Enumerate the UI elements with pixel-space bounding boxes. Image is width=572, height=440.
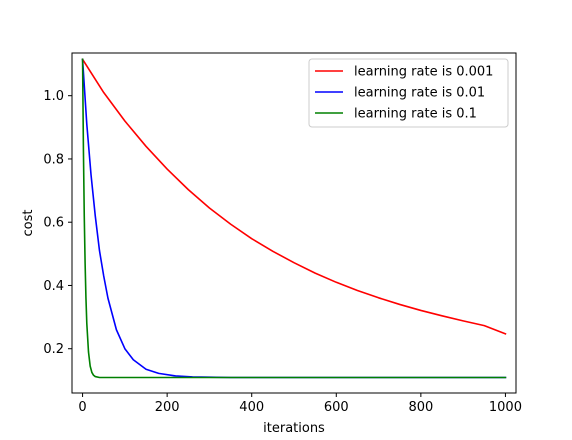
series-line-2 bbox=[81, 58, 507, 379]
x-tick-label: 1000 bbox=[489, 400, 522, 415]
y-tick-label: 0.8 bbox=[43, 152, 64, 167]
plot-frame bbox=[71, 52, 517, 394]
y-axis: 0.2 0.4 0.6 0.8 1.0 bbox=[43, 89, 72, 357]
y-tick-label: 0.2 bbox=[43, 342, 64, 357]
x-axis: 0 200 400 600 800 1000 bbox=[78, 393, 522, 415]
y-tick-label: 0.4 bbox=[43, 279, 64, 294]
y-tick-label: 1.0 bbox=[43, 89, 64, 104]
lines-layer bbox=[81, 58, 507, 379]
legend-label-0: learning rate is 0.001 bbox=[354, 65, 493, 80]
x-tick-label: 600 bbox=[324, 400, 349, 415]
legend-box bbox=[308, 58, 509, 128]
x-tick-label: 0 bbox=[78, 400, 86, 415]
legend: learning rate is 0.001 learning rate is 0… bbox=[308, 58, 509, 128]
x-tick-label: 400 bbox=[239, 400, 264, 415]
series-line-0 bbox=[81, 58, 507, 335]
x-tick-label: 800 bbox=[408, 400, 433, 415]
y-tick-label: 0.6 bbox=[43, 216, 64, 231]
x-axis-label: iterations bbox=[263, 421, 325, 436]
legend-label-1: learning rate is 0.01 bbox=[354, 86, 485, 101]
y-axis-label: cost bbox=[21, 210, 36, 237]
legend-label-2: learning rate is 0.1 bbox=[354, 107, 477, 122]
x-tick-label: 200 bbox=[155, 400, 180, 415]
